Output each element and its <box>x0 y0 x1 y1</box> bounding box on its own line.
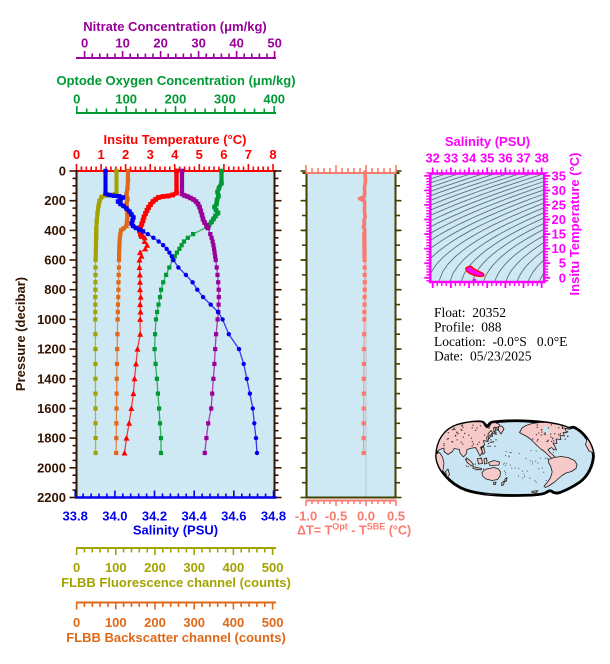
svg-text:Location: -0.0°S 0.0°E: Location: -0.0°S 0.0°E <box>434 334 567 349</box>
svg-text:30: 30 <box>191 36 205 51</box>
svg-text:15: 15 <box>552 227 566 242</box>
svg-text:2: 2 <box>122 147 129 162</box>
svg-text:20: 20 <box>552 212 566 227</box>
svg-text:0: 0 <box>73 615 80 630</box>
svg-text:0.5: 0.5 <box>387 509 405 524</box>
svg-text:Pressure (decibar): Pressure (decibar) <box>13 277 28 391</box>
svg-text:36: 36 <box>498 151 512 166</box>
svg-text:35: 35 <box>480 151 494 166</box>
svg-text:34.4: 34.4 <box>182 509 208 524</box>
svg-text:34.6: 34.6 <box>221 509 246 524</box>
svg-text:32: 32 <box>425 151 439 166</box>
svg-text:1000: 1000 <box>37 312 66 327</box>
svg-text:Date: 05/23/2025: Date: 05/23/2025 <box>434 349 532 364</box>
svg-text:10: 10 <box>552 241 566 256</box>
svg-text:25: 25 <box>552 197 566 212</box>
svg-text:40: 40 <box>229 36 243 51</box>
svg-text:FLBB Fluorescence channel (cou: FLBB Fluorescence channel (counts) <box>61 575 291 590</box>
svg-text:100: 100 <box>115 92 137 107</box>
svg-text:5: 5 <box>196 147 203 162</box>
svg-text:200: 200 <box>165 92 187 107</box>
svg-text:34.2: 34.2 <box>142 509 167 524</box>
svg-text:Float: 20352: Float: 20352 <box>434 305 506 320</box>
svg-text:-1.0: -1.0 <box>295 509 317 524</box>
svg-text:1200: 1200 <box>37 342 66 357</box>
svg-text:0.0: 0.0 <box>357 509 375 524</box>
svg-text:0: 0 <box>73 92 80 107</box>
svg-text:300: 300 <box>214 92 236 107</box>
svg-text:1600: 1600 <box>37 401 66 416</box>
svg-text:30: 30 <box>552 183 566 198</box>
svg-text:Salinity (PSU): Salinity (PSU) <box>133 523 218 538</box>
svg-text:8: 8 <box>269 147 276 162</box>
svg-text:800: 800 <box>44 282 66 297</box>
svg-text:400: 400 <box>223 560 245 575</box>
svg-text:600: 600 <box>44 253 66 268</box>
svg-text:7: 7 <box>245 147 252 162</box>
svg-text:Nitrate Concentration (μm/kg): Nitrate Concentration (μm/kg) <box>83 19 266 34</box>
svg-text:FLBB Backscatter channel (coun: FLBB Backscatter channel (counts) <box>66 630 286 645</box>
svg-text:400: 400 <box>263 92 285 107</box>
svg-text:Profile: 088: Profile: 088 <box>434 320 502 335</box>
svg-text:500: 500 <box>262 560 284 575</box>
svg-text:35: 35 <box>552 168 566 183</box>
svg-text:20: 20 <box>153 36 167 51</box>
svg-text:Insitu Temperature (°C): Insitu Temperature (°C) <box>567 153 582 296</box>
svg-text:0: 0 <box>59 164 66 179</box>
svg-text:0: 0 <box>73 560 80 575</box>
svg-text:-0.5: -0.5 <box>325 509 347 524</box>
svg-text:0: 0 <box>81 36 88 51</box>
svg-text:33: 33 <box>444 151 458 166</box>
svg-text:1: 1 <box>97 147 104 162</box>
svg-text:Insitu Temperature (°C): Insitu Temperature (°C) <box>104 132 247 147</box>
svg-text:300: 300 <box>183 560 205 575</box>
svg-text:2000: 2000 <box>37 460 66 475</box>
svg-text:34.8: 34.8 <box>261 509 286 524</box>
svg-text:100: 100 <box>105 615 127 630</box>
svg-text:1400: 1400 <box>37 371 66 386</box>
svg-text:Salinity (PSU): Salinity (PSU) <box>445 134 530 149</box>
svg-text:5: 5 <box>559 256 566 271</box>
svg-text:0: 0 <box>559 270 566 285</box>
svg-text:38: 38 <box>534 151 548 166</box>
svg-text:200: 200 <box>144 560 166 575</box>
svg-text:3: 3 <box>147 147 154 162</box>
svg-text:100: 100 <box>105 560 127 575</box>
svg-text:ΔT= TOpt - TSBE (°C): ΔT= TOpt - TSBE (°C) <box>297 522 411 538</box>
svg-text:50: 50 <box>267 36 281 51</box>
svg-text:200: 200 <box>144 615 166 630</box>
svg-text:33.8: 33.8 <box>63 509 88 524</box>
svg-text:34: 34 <box>462 151 477 166</box>
svg-text:0: 0 <box>73 147 80 162</box>
svg-text:400: 400 <box>223 615 245 630</box>
svg-text:1800: 1800 <box>37 431 66 446</box>
svg-text:10: 10 <box>115 36 129 51</box>
svg-text:6: 6 <box>220 147 227 162</box>
svg-text:500: 500 <box>262 615 284 630</box>
svg-text:2200: 2200 <box>37 490 66 505</box>
svg-text:300: 300 <box>183 615 205 630</box>
svg-text:Optode Oxygen Concentration (μ: Optode Oxygen Concentration (μm/kg) <box>56 73 295 88</box>
svg-text:200: 200 <box>44 193 66 208</box>
svg-text:4: 4 <box>171 147 179 162</box>
svg-text:37: 37 <box>516 151 530 166</box>
svg-text:400: 400 <box>44 223 66 238</box>
svg-text:34.0: 34.0 <box>102 509 127 524</box>
